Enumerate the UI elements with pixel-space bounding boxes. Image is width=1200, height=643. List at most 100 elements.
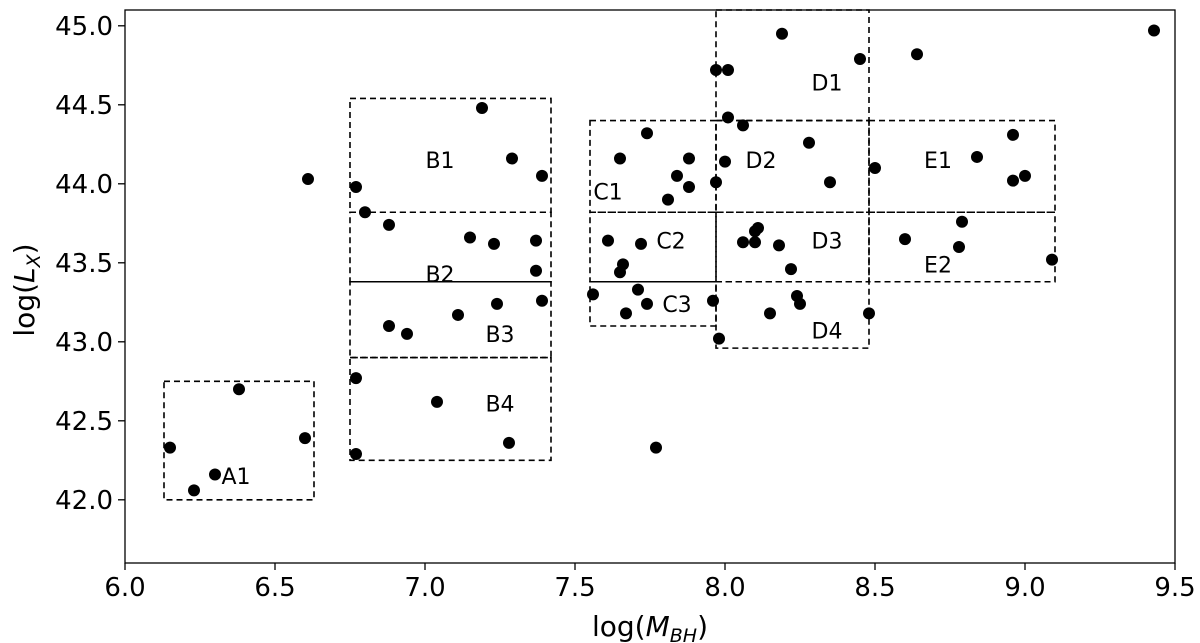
x-axis-ticks: 6.0 6.5 7.0 7.5 8.0 8.5 9.0 9.5 [104, 563, 1196, 603]
region-label-d1: D1 [812, 72, 843, 97]
x-tick-label: 6.0 [104, 573, 145, 603]
data-point [710, 64, 722, 77]
data-point [383, 320, 395, 332]
data-point [632, 283, 644, 296]
y-tick-label: 43.5 [55, 249, 113, 279]
y-axis-label: log(LX) [8, 243, 45, 336]
region-box-b4 [349, 356, 552, 462]
data-point [488, 237, 500, 250]
data-point [164, 441, 176, 454]
x-tick-label: 9.0 [1004, 573, 1045, 603]
y-tick-label: 44.5 [55, 91, 113, 121]
region-label-a1: A1 [221, 465, 250, 490]
data-point [506, 152, 518, 165]
data-point [536, 169, 548, 182]
data-point [794, 297, 806, 310]
plot-frame [124, 9, 1176, 564]
data-point [587, 288, 599, 301]
region-label-c2: C2 [656, 230, 685, 255]
data-point [764, 307, 776, 320]
data-point [614, 152, 626, 165]
region-box-c2 [589, 211, 717, 283]
region-label-c1: C1 [593, 181, 622, 206]
y-tick-label: 44.0 [55, 170, 113, 200]
data-point [683, 152, 695, 165]
region-label-e1: E1 [924, 149, 952, 174]
region-label-b4: B4 [485, 392, 514, 417]
region-box-e2 [868, 211, 1056, 283]
data-point [737, 119, 749, 132]
region-layer: A1 B1 B2 B3 B4 C1 C2 C3 D1 D2 D3 D4 E1 E2 [163, 9, 1056, 501]
data-point [803, 136, 815, 149]
data-point [722, 111, 734, 124]
data-point [899, 233, 911, 246]
data-point [530, 234, 542, 247]
data-point [776, 27, 788, 40]
y-tick-label: 42.0 [55, 486, 113, 516]
data-point [650, 441, 662, 454]
data-point [209, 468, 221, 481]
data-point [641, 297, 653, 310]
data-point [350, 180, 362, 193]
region-box-c3 [589, 280, 717, 327]
data-point [971, 150, 983, 163]
x-axis-label: log(MBH) [592, 610, 708, 643]
region-box-e1 [868, 119, 1056, 214]
data-point [719, 155, 731, 168]
region-label-d4: D4 [812, 320, 843, 345]
y-tick-label: 45.0 [55, 12, 113, 42]
x-tick-label: 9.5 [1154, 573, 1195, 603]
x-tick-label: 7.0 [404, 573, 445, 603]
data-point [1007, 174, 1019, 187]
data-point [683, 180, 695, 193]
data-point [299, 432, 311, 445]
region-label-b2: B2 [425, 263, 454, 288]
region-box-a1 [163, 380, 315, 501]
data-point [1148, 24, 1160, 37]
data-point [350, 372, 362, 385]
data-point [431, 395, 443, 408]
data-point [1019, 169, 1031, 182]
data-point [773, 239, 785, 252]
data-point [491, 297, 503, 310]
data-point [1046, 253, 1058, 266]
region-box-d4 [715, 280, 870, 349]
region-label-b3: B3 [485, 323, 514, 348]
x-tick-label: 8.0 [704, 573, 745, 603]
data-point [620, 307, 632, 320]
y-tick-label: 43.0 [55, 328, 113, 358]
data-point [752, 222, 764, 235]
region-label-b1: B1 [425, 149, 454, 174]
data-point [602, 234, 614, 247]
data-point [854, 52, 866, 65]
data-point [749, 236, 761, 249]
data-point [635, 237, 647, 250]
data-point [302, 173, 314, 186]
data-point [476, 101, 488, 114]
data-point [503, 436, 515, 449]
data-point [824, 176, 836, 189]
data-point [383, 218, 395, 231]
data-point [710, 176, 722, 189]
data-point [785, 263, 797, 276]
data-point [188, 484, 200, 497]
data-point [641, 127, 653, 140]
y-axis-ticks: 42.0 42.5 43.0 43.5 44.0 44.5 45.0 [55, 12, 125, 516]
point-layer [164, 24, 1160, 497]
data-point [863, 307, 875, 320]
x-tick-label: 7.5 [554, 573, 595, 603]
data-point [401, 327, 413, 340]
data-point [707, 294, 719, 307]
region-box-b3 [349, 280, 552, 359]
data-point [662, 193, 674, 206]
data-point [869, 162, 881, 174]
data-point [350, 447, 362, 460]
region-label-d2: D2 [746, 149, 777, 174]
region-label-e2: E2 [924, 253, 952, 278]
data-point [614, 266, 626, 279]
data-point [359, 206, 371, 219]
data-point [713, 332, 725, 345]
data-point [1007, 128, 1019, 141]
data-point [956, 215, 968, 228]
